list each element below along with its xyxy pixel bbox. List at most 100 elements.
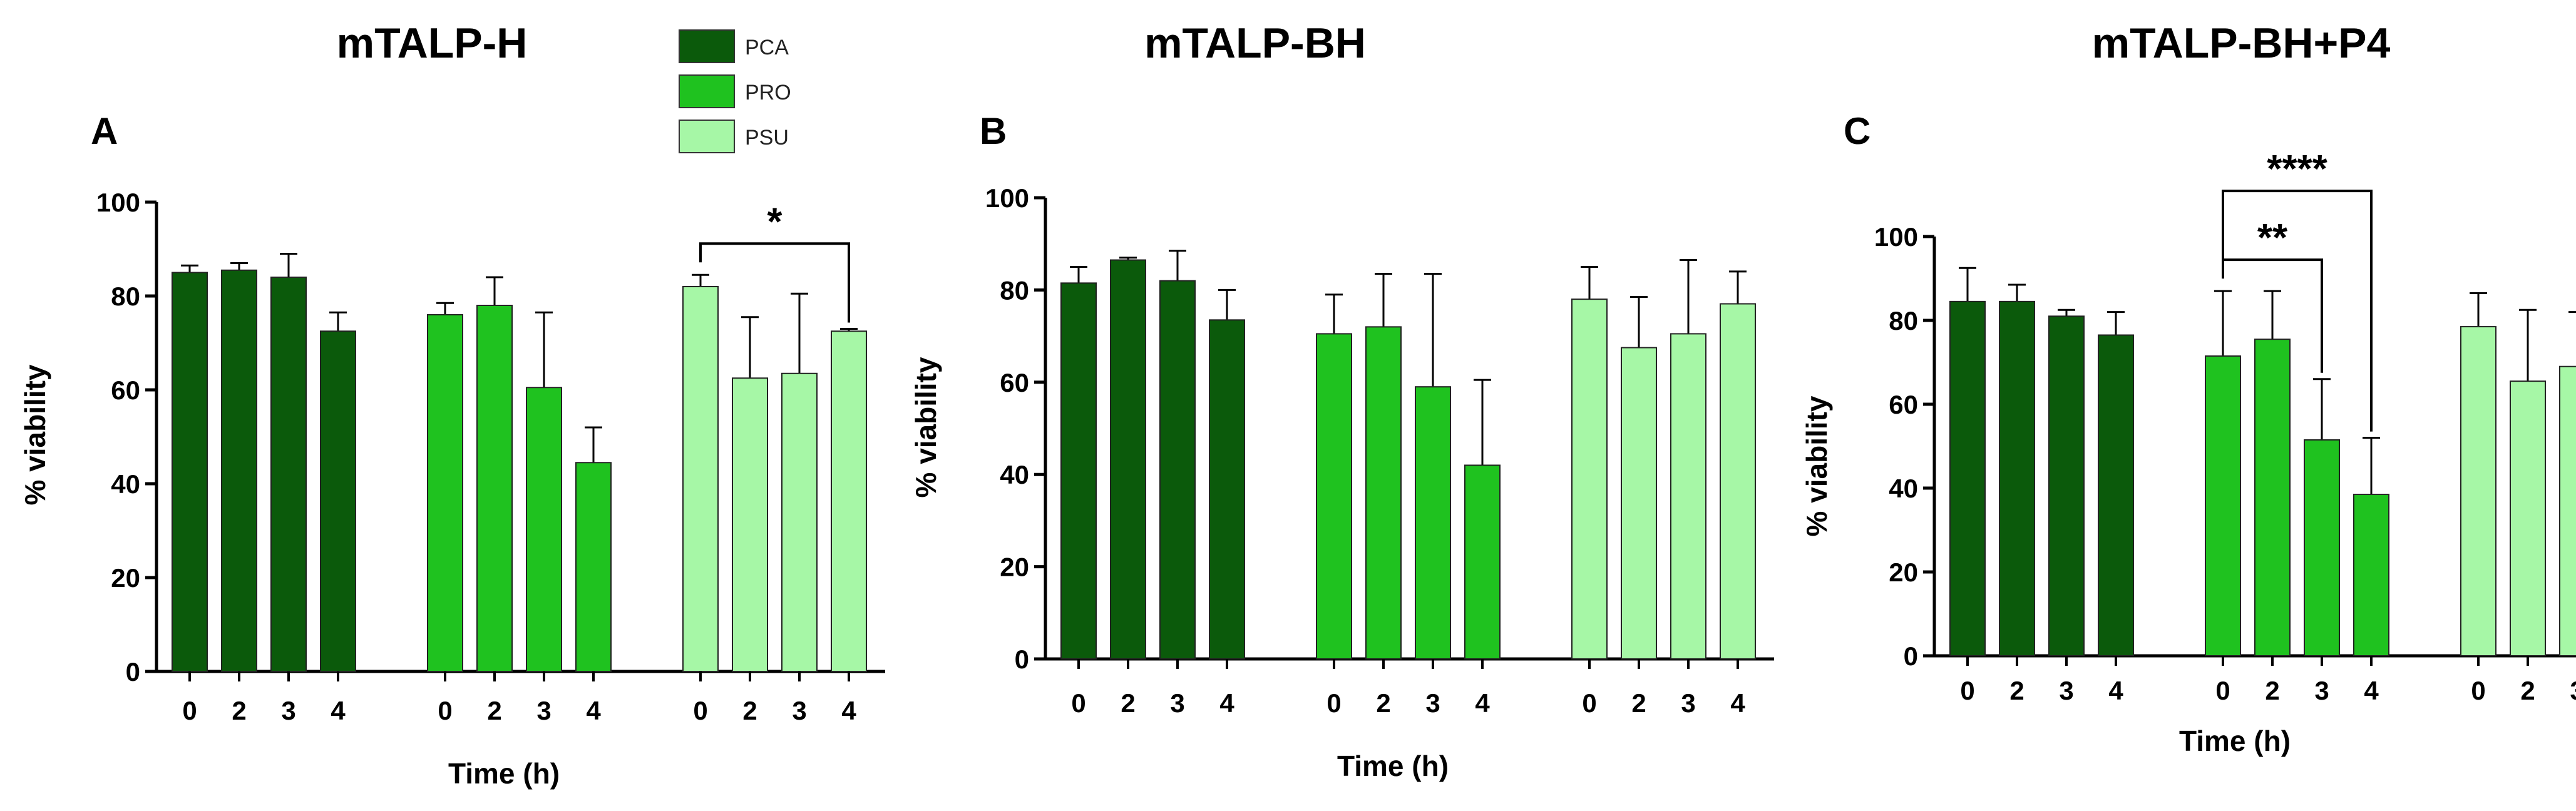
panel-c-bar-pca-3 bbox=[2048, 315, 2085, 656]
panel-a-bar-pca-3 bbox=[270, 277, 307, 672]
legend-label-pca: PCA bbox=[745, 36, 789, 59]
panel-a-x-tick-label: 0 bbox=[182, 696, 197, 725]
panel-a-x-tick-label: 3 bbox=[792, 696, 806, 725]
panel-a-x-tick-label: 0 bbox=[693, 696, 707, 725]
panel-a-y-tick-label: 80 bbox=[111, 282, 140, 311]
panel-b-bar-pro-0 bbox=[1316, 333, 1352, 660]
panel-b-x-tick-label: 2 bbox=[1121, 688, 1135, 718]
panel-a-x-tick-label: 4 bbox=[841, 696, 856, 725]
panel-c-bar-pca-4 bbox=[2098, 334, 2134, 656]
panel-a-bar-pro-2 bbox=[476, 305, 513, 672]
panel-c-y-tick-label: 100 bbox=[1874, 222, 1918, 252]
panel-a-significance-bracket bbox=[699, 242, 850, 323]
panel-b-x-tick-label: 0 bbox=[1071, 688, 1085, 718]
panel-a-y-axis-label: % viability bbox=[19, 364, 51, 505]
legend-label-pro: PRO bbox=[745, 81, 791, 105]
panel-c-y-tick-label: 20 bbox=[1889, 558, 1918, 587]
panel-a-bar-pca-2 bbox=[221, 269, 257, 672]
panel-b-y-tick-label: 100 bbox=[985, 183, 1029, 213]
panel-b-bar-pca-4 bbox=[1209, 319, 1245, 660]
panel-a-bar-pca-0 bbox=[172, 272, 208, 672]
panel-b-bar-pca-3 bbox=[1159, 280, 1196, 660]
panel-a-x-tick-label: 2 bbox=[232, 696, 246, 725]
panel-c-bar-pro-2 bbox=[2254, 339, 2291, 657]
panel-b-letter: B bbox=[980, 110, 1007, 152]
panel-b-x-tick-label: 2 bbox=[1376, 688, 1390, 718]
panel-b-x-tick-label: 0 bbox=[1326, 688, 1341, 718]
panel-a-bar-pro-0 bbox=[427, 314, 463, 672]
panel-a-x-axis-label: Time (h) bbox=[448, 757, 560, 790]
panel-c-significance-label: **** bbox=[2267, 148, 2327, 191]
panel-b-bar-pro-3 bbox=[1415, 386, 1451, 660]
panel-a-x-tick-label: 4 bbox=[331, 696, 346, 725]
panel-b-x-tick-label: 4 bbox=[1730, 688, 1745, 718]
legend-label-psu: PSU bbox=[745, 126, 789, 150]
panel-b-title: mTALP-BH bbox=[1144, 19, 1366, 67]
panel-c-bar-psu-2 bbox=[2510, 380, 2546, 657]
panel-c-bar-psu-0 bbox=[2460, 326, 2496, 656]
panel-b-y-tick-label: 20 bbox=[1000, 553, 1029, 582]
panel-c-x-tick-label: 4 bbox=[2108, 676, 2123, 705]
legend-swatch-pca bbox=[679, 29, 735, 63]
panel-c-y-axis-label: % viability bbox=[1800, 395, 1833, 536]
panel-a-x-tick-label: 2 bbox=[742, 696, 757, 725]
panel-a-bar-pca-4 bbox=[320, 330, 356, 672]
panel-c-letter: C bbox=[1844, 110, 1870, 152]
panel-b-y-tick-label: 80 bbox=[1000, 275, 1029, 305]
panel-a-bar-psu-4 bbox=[831, 330, 867, 672]
panel-b-x-axis-label: Time (h) bbox=[1337, 750, 1449, 782]
panel-c-y-tick-label: 60 bbox=[1889, 390, 1918, 419]
panel-b-bar-psu-3 bbox=[1670, 333, 1706, 660]
panel-b-bar-psu-2 bbox=[1621, 347, 1657, 660]
panel-b-x-tick-label: 4 bbox=[1219, 688, 1234, 718]
panel-a-title: mTALP-H bbox=[337, 19, 528, 67]
panel-b-y-tick-label: 40 bbox=[1000, 460, 1029, 489]
panel-a-bar-pro-4 bbox=[575, 462, 612, 672]
panel-b-bar-pca-2 bbox=[1110, 259, 1146, 660]
panel-a-bar-pro-3 bbox=[526, 387, 562, 672]
panel-c-x-tick-label: 2 bbox=[2265, 676, 2279, 705]
panel-c-x-tick-label: 2 bbox=[2009, 676, 2024, 705]
panel-a-x-tick-label: 4 bbox=[586, 696, 601, 725]
panel-c-bar-psu-3 bbox=[2559, 365, 2576, 656]
panel-c-y-tick-label: 40 bbox=[1889, 474, 1918, 503]
panel-a-y-tick-label: 100 bbox=[96, 188, 140, 217]
panel-c-bar-pca-0 bbox=[1949, 300, 1986, 657]
panel-b-x-tick-label: 3 bbox=[1170, 688, 1184, 718]
panel-b-x-tick-label: 4 bbox=[1475, 688, 1490, 718]
panel-a-x-tick-label: 0 bbox=[438, 696, 452, 725]
panel-c-x-axis-label: Time (h) bbox=[2179, 725, 2291, 757]
panel-a-bar-psu-2 bbox=[732, 377, 768, 672]
panel-b-y-axis-label: % viability bbox=[910, 357, 942, 497]
panel-c-x-tick-label: 0 bbox=[2471, 676, 2485, 705]
panel-b-x-tick-label: 0 bbox=[1582, 688, 1596, 718]
panel-a-significance-label: * bbox=[767, 200, 783, 243]
legend-swatch-pro bbox=[679, 74, 735, 108]
panel-a-x-tick-label: 3 bbox=[536, 696, 551, 725]
panel-c-bar-pca-2 bbox=[1999, 300, 2035, 657]
panel-a-bar-psu-0 bbox=[682, 286, 719, 672]
panel-b-bar-pro-2 bbox=[1365, 326, 1402, 660]
panel-b-y-tick-label: 60 bbox=[1000, 368, 1029, 397]
panel-c-x-tick-label: 4 bbox=[2364, 676, 2379, 705]
panel-a-bar-psu-3 bbox=[781, 372, 818, 672]
panel-b-bar-psu-0 bbox=[1571, 298, 1608, 660]
legend-swatch-psu bbox=[679, 120, 735, 153]
panel-c-x-tick-label: 2 bbox=[2520, 676, 2535, 705]
panel-b-y-tick-label: 0 bbox=[1015, 645, 1029, 674]
panel-c-x-tick-label: 3 bbox=[2570, 676, 2576, 705]
panel-b-bar-pca-0 bbox=[1060, 282, 1097, 660]
panel-c-x-tick-label: 0 bbox=[1960, 676, 1974, 705]
panel-a-x-tick-label: 2 bbox=[487, 696, 501, 725]
panel-c-y-tick-label: 80 bbox=[1889, 306, 1918, 335]
panel-a-y-tick-label: 0 bbox=[126, 657, 140, 686]
panel-c-x-tick-label: 3 bbox=[2059, 676, 2073, 705]
panel-c-significance-bracket bbox=[2222, 190, 2373, 432]
panel-a-y-tick-label: 40 bbox=[111, 469, 140, 499]
panel-c-bar-pro-4 bbox=[2353, 494, 2389, 656]
legend: PCA PRO PSU bbox=[679, 29, 791, 153]
